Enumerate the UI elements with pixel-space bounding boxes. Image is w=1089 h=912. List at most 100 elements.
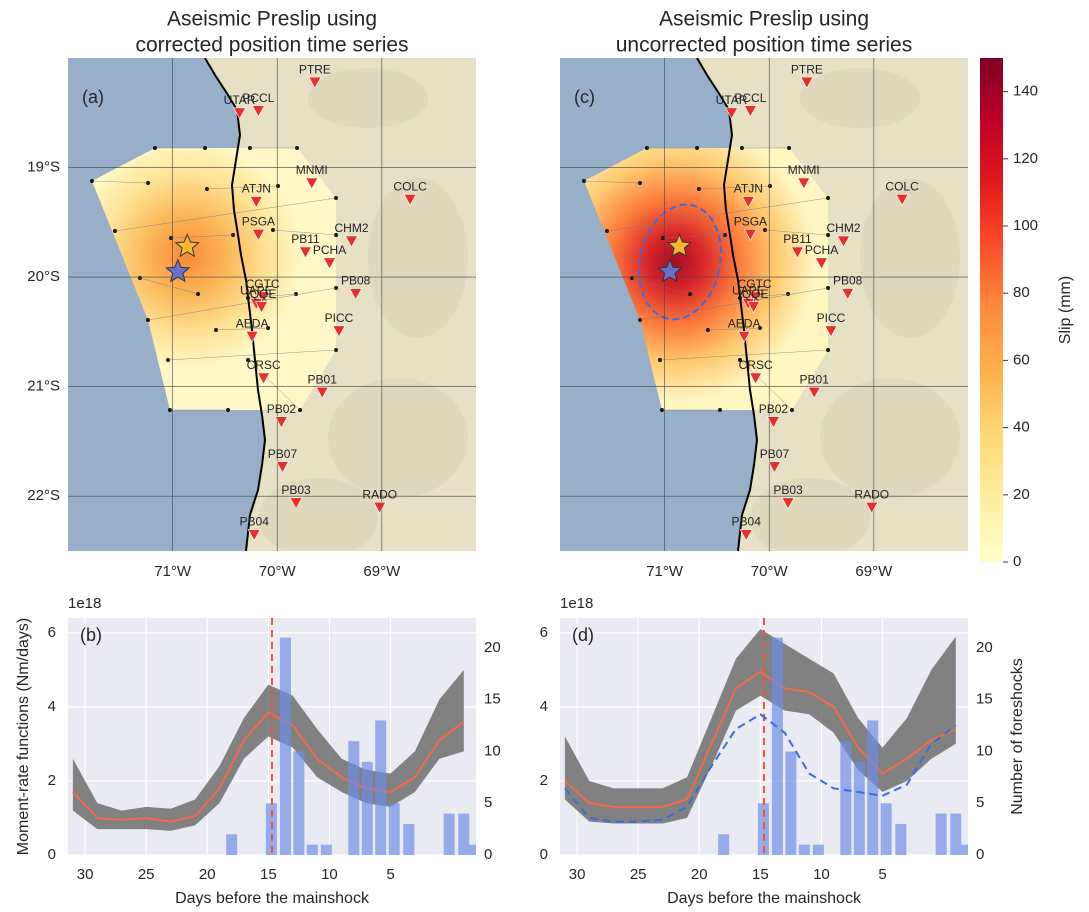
mesh-edge bbox=[272, 229, 337, 236]
station bbox=[315, 386, 329, 399]
bar bbox=[718, 834, 730, 855]
mesh-edge bbox=[631, 277, 691, 295]
mesh-edge bbox=[698, 185, 771, 190]
station bbox=[332, 325, 346, 338]
y2-tick-label: 20 bbox=[484, 639, 501, 656]
x-tick-label: 71°W bbox=[154, 563, 192, 580]
colorbar-tick-label: 0 bbox=[1013, 553, 1021, 570]
station bbox=[289, 497, 303, 510]
station-label: PSGA bbox=[734, 215, 767, 229]
station-label: PB01 bbox=[308, 372, 338, 386]
y2-tick-label: 15 bbox=[976, 691, 993, 708]
colorbar-label: Slip (mm) bbox=[1057, 276, 1074, 344]
station bbox=[298, 246, 312, 259]
panel-label: (b) bbox=[80, 625, 102, 645]
bar bbox=[812, 844, 824, 855]
mesh-edge bbox=[583, 180, 641, 184]
station-label: PB11 bbox=[783, 232, 812, 246]
dashed-line bbox=[564, 713, 957, 823]
x-tick-label: 25 bbox=[138, 866, 155, 883]
bar bbox=[320, 844, 332, 855]
station-label: PCCL bbox=[242, 91, 274, 105]
y2-axis-label: Number of foreshocks bbox=[1009, 658, 1026, 815]
x-tick-label: 10 bbox=[813, 866, 830, 883]
station bbox=[800, 76, 814, 89]
x-tick-label: 20 bbox=[691, 866, 708, 883]
y-tick-label: 19°S bbox=[27, 159, 60, 176]
y-tick-label: 22°S bbox=[27, 487, 60, 504]
x-tick-label: 30 bbox=[569, 866, 586, 883]
x-tick-label: 71°W bbox=[646, 563, 684, 580]
station-label: ATJN bbox=[242, 182, 271, 196]
bar bbox=[950, 813, 962, 855]
median-line bbox=[564, 670, 957, 808]
station-label: PTRE bbox=[299, 62, 331, 76]
mesh-edge bbox=[659, 349, 829, 361]
station bbox=[865, 501, 879, 514]
station-label: CRSC bbox=[247, 358, 281, 372]
colorbar-tick-label: 140 bbox=[1013, 83, 1038, 100]
x-tick-label: 15 bbox=[260, 866, 277, 883]
station bbox=[308, 76, 322, 89]
station bbox=[349, 288, 363, 301]
station bbox=[256, 291, 270, 304]
terrain-shade bbox=[820, 378, 960, 498]
station bbox=[373, 501, 387, 514]
mesh-edge bbox=[170, 234, 234, 239]
mesh-edge bbox=[215, 327, 269, 331]
bar bbox=[880, 803, 892, 855]
station-label: IQQE bbox=[739, 287, 769, 301]
station-label: PCHA bbox=[313, 243, 346, 257]
mesh-edge bbox=[114, 197, 337, 232]
terrain-shade bbox=[328, 378, 468, 498]
y-tick-label: 6 bbox=[540, 624, 548, 641]
colorbar-tick-label: 40 bbox=[1013, 419, 1030, 436]
station-label: CGTC bbox=[738, 277, 772, 291]
station-label: PB04 bbox=[240, 515, 270, 529]
station bbox=[305, 177, 319, 190]
station bbox=[743, 105, 757, 118]
epicenter-star bbox=[657, 258, 683, 283]
colorbar-tick-label: 60 bbox=[1013, 351, 1030, 368]
plot-area bbox=[72, 618, 476, 855]
station bbox=[747, 301, 761, 314]
station bbox=[739, 529, 753, 542]
station-label: PB11 bbox=[291, 232, 320, 246]
colorbar bbox=[980, 58, 1003, 562]
station bbox=[245, 330, 259, 343]
station bbox=[257, 372, 271, 385]
station bbox=[251, 229, 265, 242]
terrain-shade bbox=[800, 68, 920, 128]
panel-label: (d) bbox=[572, 625, 594, 645]
mesh-edge bbox=[139, 277, 199, 295]
station bbox=[403, 194, 417, 206]
y2-tick-label: 20 bbox=[976, 639, 993, 656]
station bbox=[737, 330, 751, 343]
station-label: RADO bbox=[362, 487, 397, 501]
bar bbox=[293, 751, 305, 855]
station bbox=[345, 235, 359, 248]
station-label: PB07 bbox=[760, 447, 790, 461]
mesh-edge bbox=[764, 229, 829, 236]
x-tick-label: 25 bbox=[630, 866, 647, 883]
terrain-shade bbox=[860, 178, 960, 338]
mesh-edge bbox=[247, 293, 297, 299]
bar bbox=[226, 834, 238, 855]
station bbox=[797, 177, 811, 190]
station-label: PB02 bbox=[759, 402, 789, 416]
station-label: PB03 bbox=[281, 483, 311, 497]
station-label: CHM2 bbox=[826, 221, 860, 235]
x-tick-label: 69°W bbox=[363, 563, 401, 580]
station bbox=[841, 288, 855, 301]
mesh-edge bbox=[147, 287, 337, 321]
terrain-shade bbox=[368, 178, 468, 338]
y-tick-label: 4 bbox=[540, 698, 548, 715]
station bbox=[781, 497, 795, 510]
bar bbox=[785, 751, 797, 855]
station-label: MNMI bbox=[788, 163, 820, 177]
station-label: COLC bbox=[393, 179, 427, 193]
chart-title: uncorrected position time series bbox=[616, 34, 912, 57]
bar bbox=[961, 844, 968, 855]
y-axis-label: Moment-rate functions (Nm/days) bbox=[15, 618, 32, 855]
